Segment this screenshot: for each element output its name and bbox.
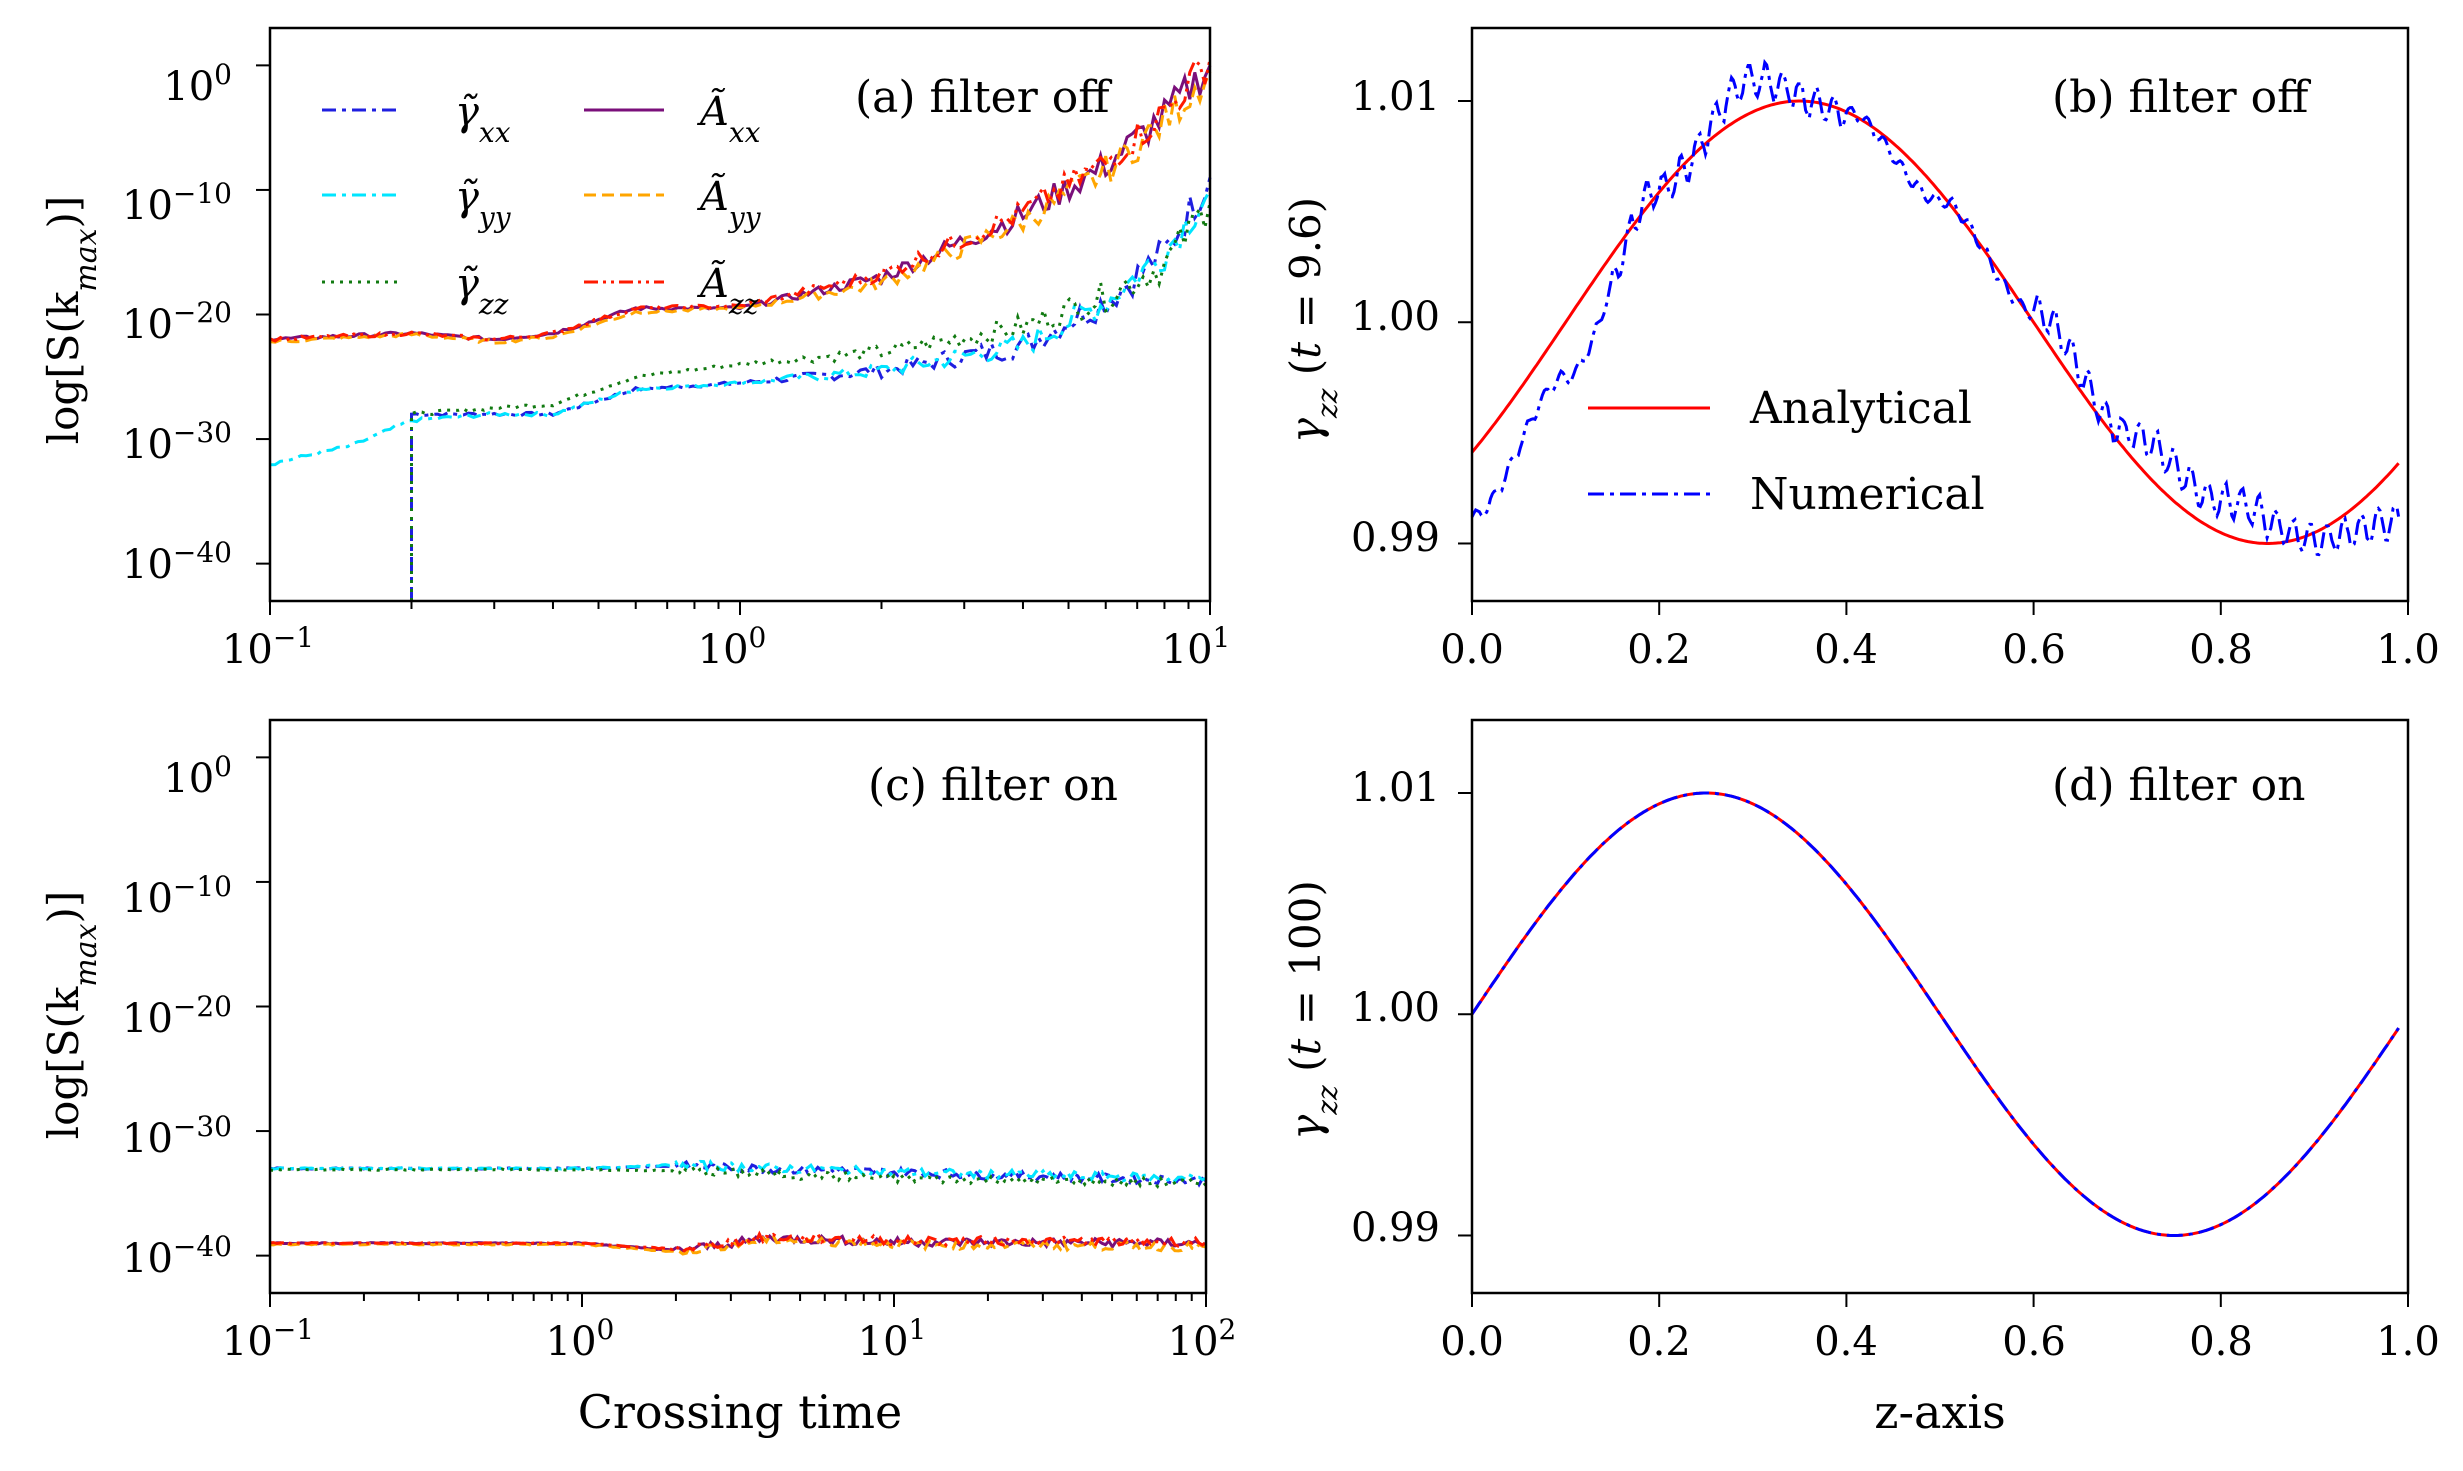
panel-title-b: (b) filter off — [2052, 72, 2311, 123]
tick-label-x-b: 0.0 — [1440, 627, 1504, 673]
ticks-c — [256, 756, 1207, 1307]
legend-label-ayy: Ãyy — [696, 173, 762, 234]
tick-label-y-c: 10−20 — [122, 990, 232, 1043]
tick-label-x-d: 0.4 — [1814, 1319, 1878, 1365]
y-axis-label-d: γzz (t = 100) — [1281, 880, 1344, 1140]
panel-title-a: (a) filter off — [855, 72, 1112, 123]
series-line-analytical — [1470, 99, 2400, 545]
legend-a: γ̃xx γ̃yy γ̃zz Ãxx Ãyy Ãzz — [322, 88, 762, 321]
series-line-gzz — [270, 1165, 1207, 1190]
series-line-numerical — [1470, 58, 2401, 557]
tick-label-x-b: 0.4 — [1814, 627, 1878, 673]
panel-d: 1.01 1.00 0.99 0.0 0.2 0.4 0.6 0.8 1.0 γ… — [1281, 718, 2440, 1439]
axes-frame-d — [1470, 718, 2410, 1295]
legend-label-azz: Ãzz — [696, 260, 759, 321]
plot-area-b — [1470, 58, 2401, 557]
tick-label-x-d: 0.2 — [1627, 1319, 1691, 1365]
legend-b: Analytical Numerical — [1588, 383, 1985, 520]
tick-label-x-d: 0.0 — [1440, 1319, 1504, 1365]
tick-label-y-c: 10−30 — [122, 1110, 232, 1163]
legend-label-axx: Ãxx — [696, 88, 761, 149]
series-line-azz — [269, 58, 1212, 343]
tick-label-y-c: 100 — [163, 750, 232, 803]
tick-label-y-b: 0.99 — [1351, 515, 1440, 561]
tick-label-x-b: 0.8 — [2189, 627, 2253, 673]
series-line-gyy — [269, 189, 1212, 467]
legend-label-gyy: γ̃yy — [455, 174, 512, 234]
tick-label-y-a: 10−30 — [122, 416, 232, 469]
tick-label-x-c: 101 — [858, 1313, 927, 1366]
tick-label-x-d: 1.0 — [2376, 1319, 2440, 1365]
ticks-b — [1458, 100, 2409, 615]
panel-b: 1.01 1.00 0.99 0.0 0.2 0.4 0.6 0.8 1.0 γ… — [1281, 26, 2440, 673]
axes-frame-b — [1470, 26, 2410, 603]
y-axis-label-c: log[S(kmax)] — [39, 891, 104, 1140]
tick-label-x-c: 102 — [1168, 1313, 1237, 1366]
panel-title-d: (d) filter on — [2052, 760, 2305, 811]
tick-label-y-a: 10−10 — [122, 177, 232, 230]
tick-label-y-b: 1.00 — [1351, 294, 1440, 340]
ticks-a — [256, 64, 1211, 615]
tick-label-x-d: 0.8 — [2189, 1319, 2253, 1365]
series-line-numerical — [1470, 791, 2400, 1237]
series-line-gxx — [410, 177, 1212, 601]
tick-label-x-b: 1.0 — [2376, 627, 2440, 673]
tick-label-x-c: 100 — [546, 1313, 615, 1366]
tick-label-y-c: 10−10 — [122, 870, 232, 923]
tick-label-x-a: 10−1 — [222, 621, 314, 674]
tick-label-y-c: 10−40 — [122, 1230, 232, 1283]
series-line-analytical — [1470, 791, 2400, 1237]
tick-label-x-d: 0.6 — [2002, 1319, 2066, 1365]
panel-a: 100 10−10 10−20 10−30 10−40 10−1 100 101… — [39, 26, 1231, 674]
plot-area-d — [1470, 791, 2400, 1237]
panel-c: 100 10−10 10−20 10−30 10−40 10−1 100 101… — [39, 718, 1237, 1439]
plot-area-c — [269, 1158, 1207, 1256]
tick-label-y-a: 10−40 — [122, 536, 232, 589]
tick-label-x-a: 101 — [1162, 621, 1231, 674]
series-line-gzz — [410, 202, 1212, 601]
tick-label-y-a: 100 — [163, 58, 232, 111]
legend-label-gzz: γ̃zz — [455, 261, 509, 321]
series-line-gyy — [269, 1158, 1207, 1184]
legend-label-gxx: γ̃xx — [455, 89, 511, 149]
x-axis-label-d: z-axis — [1874, 1385, 2005, 1439]
tick-label-x-c: 10−1 — [222, 1313, 314, 1366]
y-axis-label-a: log[S(kmax)] — [39, 196, 104, 445]
tick-label-y-d: 1.00 — [1351, 985, 1440, 1031]
plot-area-a — [269, 58, 1212, 601]
tick-label-y-b: 1.01 — [1351, 74, 1440, 120]
tick-label-x-a: 100 — [698, 621, 767, 674]
y-axis-label-b: γzz (t = 9.6) — [1281, 197, 1344, 443]
tick-label-y-d: 1.01 — [1351, 765, 1440, 811]
ticks-d — [1458, 792, 2409, 1307]
panel-title-c: (c) filter on — [868, 760, 1118, 811]
tick-label-x-b: 0.2 — [1627, 627, 1691, 673]
tick-label-y-a: 10−20 — [122, 296, 232, 349]
tick-label-y-d: 0.99 — [1351, 1205, 1440, 1251]
tick-label-x-b: 0.6 — [2002, 627, 2066, 673]
legend-label-analytical: Analytical — [1749, 383, 1972, 434]
series-line-azz — [269, 1230, 1207, 1254]
legend-label-numerical: Numerical — [1750, 469, 1985, 520]
x-axis-label-c: Crossing time — [578, 1385, 903, 1439]
